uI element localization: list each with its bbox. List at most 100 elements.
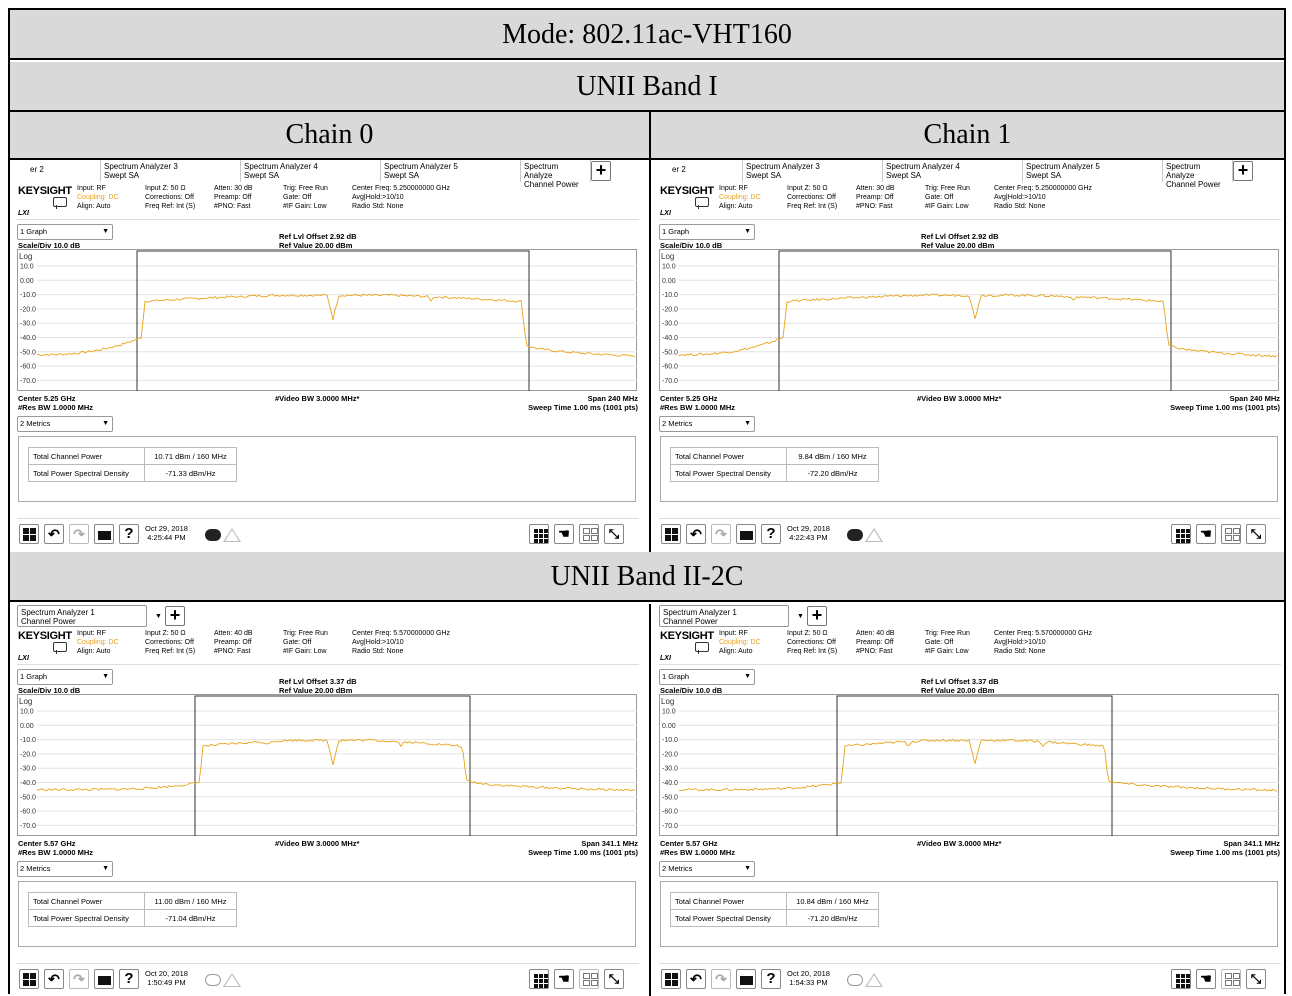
- redo-icon[interactable]: ↷: [69, 969, 89, 989]
- help-icon[interactable]: ?: [761, 524, 781, 544]
- layout-pane: [1233, 973, 1240, 979]
- file-icon[interactable]: [94, 969, 114, 989]
- touch-icon[interactable]: ☚: [1196, 524, 1216, 544]
- add-tab-button[interactable]: +: [165, 606, 185, 626]
- warning-icon[interactable]: [223, 973, 241, 987]
- keypad-dot: [534, 529, 538, 533]
- undo-icon[interactable]: ↶: [686, 969, 706, 989]
- add-tab-button[interactable]: +: [1233, 161, 1253, 181]
- input-z-status: Input Z: 50 Ω Corrections: Off Freq Ref: I…: [145, 184, 195, 211]
- help-icon[interactable]: ?: [761, 969, 781, 989]
- touch-icon[interactable]: ☚: [1196, 969, 1216, 989]
- scale-div: Scale/Div 10.0 dB: [18, 241, 81, 250]
- undo-icon[interactable]: ↶: [44, 524, 64, 544]
- freq-ref-text: Freq Ref: Int (S): [145, 648, 196, 655]
- shrink-icon[interactable]: ⤡: [604, 524, 624, 544]
- add-tab-button[interactable]: +: [807, 606, 827, 626]
- keypad-icon[interactable]: [529, 969, 549, 989]
- spectrum-plot[interactable]: 10.0 0.00 -10.0 -20.0 -30.0 -40.0 -50.0 -60.0 -7…: [659, 249, 1279, 391]
- tab-sa4[interactable]: Spectrum Analyzer 4 Swept SA: [883, 160, 1023, 182]
- shrink-icon[interactable]: ⤡: [1246, 524, 1266, 544]
- tab-title: Spectrum Analyzer 4: [244, 162, 318, 171]
- tab-sa3[interactable]: Spectrum Analyzer 3 Swept SA: [743, 160, 883, 182]
- message-icon[interactable]: [847, 974, 863, 986]
- y-tick-label: -20.0: [20, 306, 36, 313]
- tab-sa1[interactable]: Spectrum Analyzer 1 Channel Power: [659, 605, 789, 627]
- graph-select[interactable]: 1 Graph ▼: [659, 224, 755, 240]
- metrics-select[interactable]: 2 Metrics ▼: [17, 416, 113, 432]
- file-icon[interactable]: [736, 524, 756, 544]
- local-display-icon[interactable]: [695, 642, 709, 654]
- warning-icon[interactable]: [865, 973, 883, 987]
- chevron-down-icon[interactable]: ▼: [155, 613, 162, 620]
- local-display-icon[interactable]: [695, 197, 709, 209]
- tab-sa1[interactable]: Spectrum Analyzer 1 Channel Power: [17, 605, 147, 627]
- chevron-down-icon[interactable]: ▼: [797, 613, 804, 620]
- spectrum-plot[interactable]: 10.0 0.00 -10.0 -20.0 -30.0 -40.0 -50.0 -60.0 -7…: [17, 249, 637, 391]
- touch-icon[interactable]: ☚: [554, 524, 574, 544]
- redo-icon[interactable]: ↷: [711, 969, 731, 989]
- sweep-time: Sweep Time 1.00 ms (1001 pts): [1170, 403, 1280, 412]
- local-display-icon[interactable]: [53, 197, 67, 209]
- metrics-select[interactable]: 2 Metrics ▼: [659, 861, 755, 877]
- windows-icon[interactable]: [661, 524, 681, 544]
- keypad-icon[interactable]: [1171, 969, 1191, 989]
- keypad-dot: [544, 984, 548, 988]
- windows-pane: [23, 980, 29, 986]
- windows-icon[interactable]: [19, 524, 39, 544]
- tab-partial[interactable]: er 2: [17, 160, 101, 182]
- graph-select[interactable]: 1 Graph ▼: [659, 669, 755, 685]
- plot-frame: [17, 249, 637, 391]
- total-channel-power-label: Total Channel Power: [670, 892, 787, 910]
- tab-sa5[interactable]: Spectrum Analyzer 5 Swept SA: [1023, 160, 1163, 182]
- spectrum-plot[interactable]: 10.0 0.00 -10.0 -20.0 -30.0 -40.0 -50.0 -60.0 -7…: [17, 694, 637, 836]
- layout-icon[interactable]: [1221, 969, 1241, 989]
- shrink-icon[interactable]: ⤡: [1246, 969, 1266, 989]
- layout-icon[interactable]: [579, 969, 599, 989]
- metrics-select[interactable]: 2 Metrics ▼: [17, 861, 113, 877]
- windows-pane: [30, 528, 36, 534]
- touch-icon[interactable]: ☚: [554, 969, 574, 989]
- windows-pane: [30, 973, 36, 979]
- add-tab-button[interactable]: +: [591, 161, 611, 181]
- warning-icon[interactable]: [223, 528, 241, 542]
- y-tick-label: -30.0: [20, 766, 36, 773]
- psd-label: Total Power Spectral Density: [28, 464, 145, 482]
- windows-icon[interactable]: [661, 969, 681, 989]
- tab-sa_cp[interactable]: Spectrum Analyze Channel Power: [521, 160, 591, 189]
- message-icon[interactable]: [847, 529, 863, 541]
- warning-icon[interactable]: [865, 528, 883, 542]
- tab-sa4[interactable]: Spectrum Analyzer 4 Swept SA: [241, 160, 381, 182]
- windows-icon[interactable]: [19, 969, 39, 989]
- redo-icon[interactable]: ↷: [711, 524, 731, 544]
- tab-partial[interactable]: er 2: [659, 160, 743, 182]
- trig-status: Trig: Free Run Gate: Off #IF Gain: Low: [283, 629, 328, 656]
- file-icon[interactable]: [736, 969, 756, 989]
- undo-icon[interactable]: ↶: [44, 969, 64, 989]
- local-display-icon[interactable]: [53, 642, 67, 654]
- redo-icon[interactable]: ↷: [69, 524, 89, 544]
- graph-select-value: 1 Graph: [20, 672, 48, 681]
- tab-sa5[interactable]: Spectrum Analyzer 5 Swept SA: [381, 160, 521, 182]
- help-icon[interactable]: ?: [119, 524, 139, 544]
- graph-select[interactable]: 1 Graph ▼: [17, 224, 113, 240]
- tab-sa3[interactable]: Spectrum Analyzer 3 Swept SA: [101, 160, 241, 182]
- file-icon[interactable]: [94, 524, 114, 544]
- help-icon[interactable]: ?: [119, 969, 139, 989]
- message-icon[interactable]: [205, 974, 221, 986]
- tab-sa_cp[interactable]: Spectrum Analyze Channel Power: [1163, 160, 1233, 189]
- keypad-icon[interactable]: [1171, 524, 1191, 544]
- shrink-icon[interactable]: ⤡: [604, 969, 624, 989]
- layout-icon[interactable]: [1221, 524, 1241, 544]
- taskbar: ↶ ↷? Oct 29, 2018 4:25:44 PM ☚ ⤡: [17, 518, 639, 548]
- undo-icon[interactable]: ↶: [686, 524, 706, 544]
- keypad-icon[interactable]: [529, 524, 549, 544]
- graph-select[interactable]: 1 Graph ▼: [17, 669, 113, 685]
- metrics-select[interactable]: 2 Metrics ▼: [659, 416, 755, 432]
- message-icon[interactable]: [205, 529, 221, 541]
- layout-icon[interactable]: [579, 524, 599, 544]
- coupling-text: Coupling: DC: [719, 639, 761, 646]
- psd-value: -71.20 dBm/Hz: [786, 909, 879, 927]
- input-text: Input: RF: [719, 185, 748, 192]
- spectrum-plot[interactable]: 10.0 0.00 -10.0 -20.0 -30.0 -40.0 -50.0 -60.0 -7…: [659, 694, 1279, 836]
